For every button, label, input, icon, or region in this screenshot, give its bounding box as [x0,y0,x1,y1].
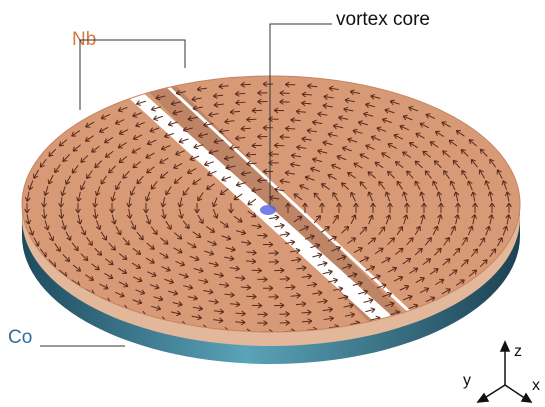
x-axis [505,385,526,399]
z-label: z [514,343,522,360]
diagram: Nb vortex core Co z y x [0,0,545,407]
z-arrow [501,342,509,351]
nb-leader [80,40,102,110]
x-label: x [532,377,540,394]
vortex-core-dot [260,205,276,215]
page: Nb vortex core Co z y x (() => { const d… [0,0,545,407]
nb-leader [102,40,185,68]
y-arrow [478,394,488,402]
x-arrow [522,394,531,402]
co-label: Co [8,327,32,348]
vortex-core-label: vortex core [336,9,430,30]
y-label: y [463,372,471,389]
axes-icon [478,342,531,402]
